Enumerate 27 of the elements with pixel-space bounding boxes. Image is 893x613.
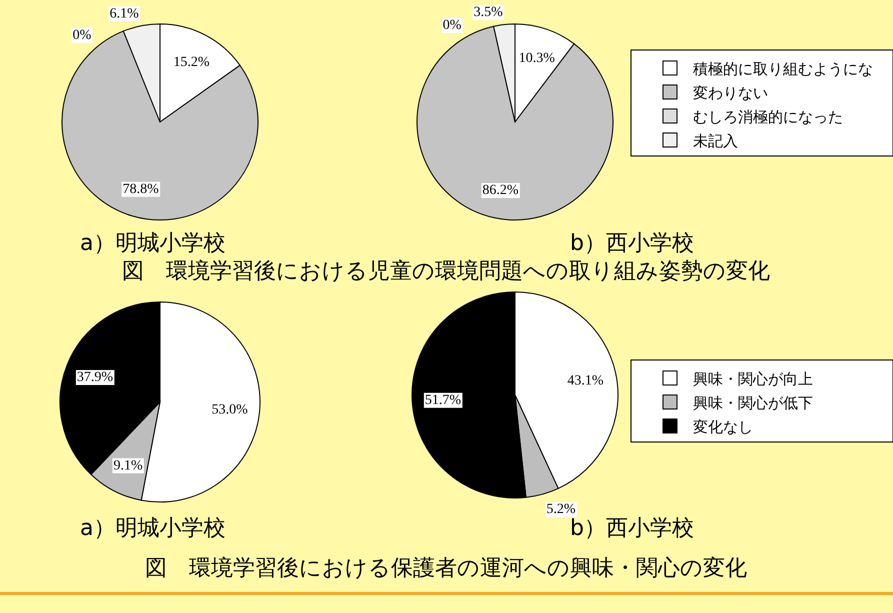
data-label: 5.2%: [546, 502, 576, 518]
data-label: 86.2%: [482, 183, 519, 198]
data-label: 51.7%: [424, 392, 462, 408]
text: 0%: [72, 28, 92, 43]
data-label: 53.0%: [212, 402, 248, 418]
data-label: 3.5%: [474, 4, 504, 20]
data-label: 6.1%: [110, 6, 140, 22]
legend-label: 変化なし: [693, 419, 753, 436]
text: b）西小学校: [570, 516, 694, 541]
data-label: 15.2%: [173, 55, 210, 70]
legend-label: 興味・関心が向上: [693, 371, 813, 388]
data-label: 10.3%: [518, 50, 556, 66]
legend-label: むしろ消極的になった: [693, 109, 843, 126]
text: 図 環境学習後における保護者の運河への興味・関心の変化: [145, 556, 747, 581]
data-label: 9.1%: [113, 458, 143, 474]
data-label: 43.1%: [567, 373, 604, 388]
data-label: 78.8%: [122, 182, 160, 197]
text: a）明城小学校: [80, 231, 226, 256]
legend-label: 変わりない: [693, 85, 768, 102]
text: b）西小学校: [570, 231, 694, 256]
legend-label: 未記入: [693, 133, 738, 150]
text: a）明城小学校: [80, 516, 226, 541]
legend-label: 興味・関心が低下: [693, 395, 813, 412]
text: 0%: [442, 18, 462, 33]
data-label: 37.9%: [76, 370, 114, 386]
legend-label: 積極的に取り組むようにな: [693, 61, 873, 78]
text: 図 環境学習後における児童の環境問題への取り組み姿勢の変化: [122, 259, 770, 284]
